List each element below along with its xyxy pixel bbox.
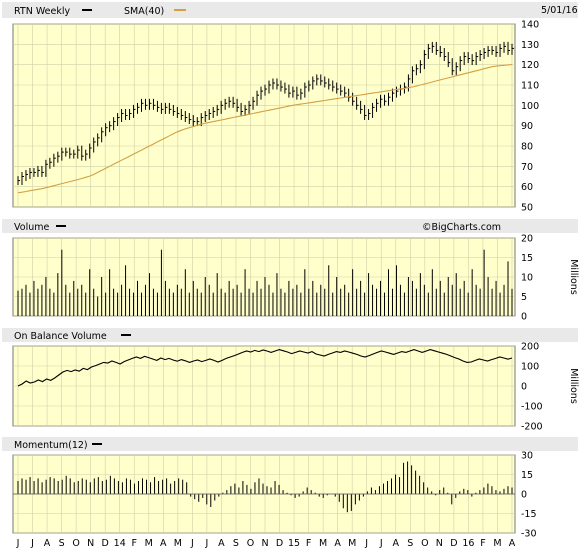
volume-axis-label: Millions [568,259,579,295]
obv-line [17,349,513,387]
sma-line [17,63,513,194]
x-tick-label: M [174,538,182,549]
x-tick-label: N [87,538,94,549]
y-tick-label: 20 [521,234,533,245]
y-tick-label: -30 [521,529,537,540]
y-tick-label: 110 [521,81,539,92]
x-tick-label: J [16,538,20,549]
y-tick-label: 90 [521,121,533,132]
x-tick-label: A [334,538,341,549]
x-tick-label: S [59,538,65,549]
y-tick-label: 0 [521,312,527,323]
x-tick-label: D [102,538,109,549]
x-tick-label: S [407,538,413,549]
y-tick-label: 5 [521,292,527,303]
x-tick-label: J [204,538,208,549]
grid [13,23,515,534]
x-tick-label: N [436,538,443,549]
y-tick-label: 0 [521,490,527,501]
price-legend-sma: SMA(40) [124,6,164,17]
x-tick-label: D [450,538,457,549]
momentum-legend: Momentum(12) [14,440,88,451]
y-tick-label: -100 [521,402,543,413]
x-tick-label: O [421,538,428,549]
obv-axis-label: Millions [568,368,579,404]
x-tick-label: J [190,538,194,549]
x-tick-label: O [247,538,254,549]
obv-header [2,328,578,342]
price-header [2,2,578,18]
x-tick-label: M [319,538,327,549]
y-tick-label: -15 [521,509,537,520]
x-tick-label: 16 [462,538,474,549]
x-tick-label: J [30,538,34,549]
y-tick-label: 70 [521,162,533,173]
y-tick-label: 120 [521,60,539,71]
x-tick-label: F [480,538,485,549]
x-tick-label: A [393,538,400,549]
x-tick-label: A [509,538,516,549]
watermark: ©BigCharts.com [422,222,501,233]
x-tick-label: J [364,538,368,549]
y-tick-label: 50 [521,203,533,214]
y-tick-label: 60 [521,182,533,193]
x-tick-label: M [145,538,153,549]
x-tick-label: O [72,538,79,549]
date-label: 5/01/16 [541,5,578,16]
axis-labels: J J A S O N D 14 F M A M J J A S O N D 15 F M A M J J A S O N D 16 F M A50… [16,20,543,550]
x-tick-label: 14 [114,538,126,549]
x-tick-label: N [261,538,268,549]
volume-legend: Volume [14,222,49,233]
x-tick-label: F [132,538,137,549]
y-tick-label: 15 [521,470,533,481]
y-tick-label: 200 [521,342,539,353]
y-tick-label: 140 [521,20,539,31]
y-tick-label: 10 [521,273,533,284]
y-tick-label: 80 [521,142,533,153]
x-tick-label: M [348,538,356,549]
y-tick-label: 100 [521,101,539,112]
x-tick-label: S [233,538,239,549]
momentum-header [2,437,578,451]
obv-legend: On Balance Volume [14,331,107,342]
volume-header [2,219,578,233]
y-tick-label: 15 [521,253,533,264]
x-tick-label: D [276,538,283,549]
series [13,41,515,513]
y-tick-label: 30 [521,451,533,462]
price-legend-ticker: RTN Weekly [14,6,71,17]
x-tick-label: A [160,538,167,549]
x-tick-label: A [44,538,51,549]
x-tick-label: F [306,538,311,549]
y-tick-label: 130 [521,40,539,51]
x-tick-label: 15 [288,538,300,549]
x-tick-label: A [218,538,225,549]
y-tick-label: -200 [521,422,543,433]
x-tick-label: M [493,538,501,549]
y-tick-label: 100 [521,362,539,373]
x-tick-label: J [379,538,383,549]
y-tick-label: 0 [521,382,527,393]
price-panel [12,23,516,208]
